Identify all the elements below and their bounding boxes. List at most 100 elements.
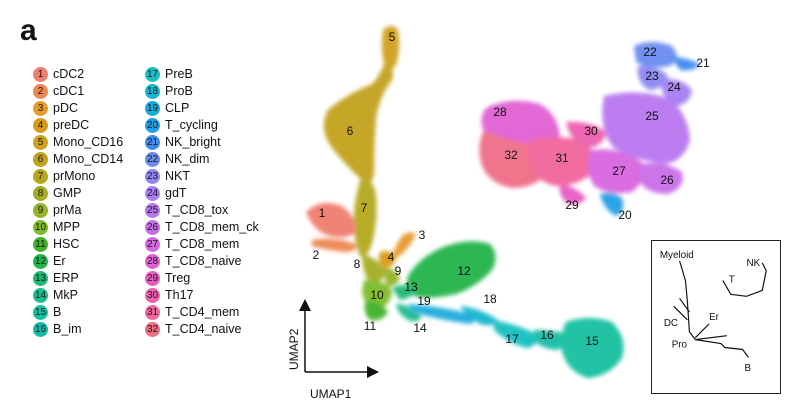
cluster-label-25: 25: [645, 109, 659, 123]
legend-label-8: GMP: [53, 186, 82, 200]
legend-swatch-1: 1: [33, 67, 48, 82]
legend-item-8: 8 GMP: [33, 185, 173, 202]
panel-letter: a: [20, 14, 37, 47]
legend-swatch-24: 24: [145, 186, 160, 201]
legend-label-14: MkP: [53, 288, 78, 302]
legend-item-6: 6 Mono_CD14: [33, 151, 173, 168]
lymphoid-cloud: [479, 42, 700, 216]
legend-label-28: T_CD8_naive: [165, 254, 242, 268]
cluster-blob-30: [566, 121, 606, 148]
legend-item-24: 24 gdT: [145, 185, 285, 202]
legend-item-29: 29 Treg: [145, 270, 285, 287]
legend-swatch-7: 7: [33, 169, 48, 184]
legend-label-19: CLP: [165, 101, 190, 115]
cluster-blob-9: [384, 268, 400, 287]
legend-item-11: 11 HSC: [33, 236, 173, 253]
legend-swatch-5: 5: [33, 135, 48, 150]
cluster-blob-23: [637, 65, 668, 90]
cluster-label-27: 27: [612, 164, 626, 178]
legend-label-17: PreB: [165, 67, 193, 81]
legend-label-11: HSC: [53, 237, 80, 251]
legend-item-15: 15 B: [33, 304, 173, 321]
legend-swatch-3: 3: [33, 101, 48, 116]
cluster-blob-20: [600, 192, 624, 216]
cluster-blob-21: [670, 56, 700, 71]
cluster-blob-14: [396, 304, 422, 322]
legend-label-25: T_CD8_tox: [165, 203, 229, 217]
legend-label-29: Treg: [165, 271, 191, 285]
legend-label-5: Mono_CD16: [53, 135, 124, 149]
lineage-label-nk: NK: [747, 258, 761, 269]
legend-item-17: 17 PreB: [145, 66, 285, 83]
legend-column-1: 1 cDC2 2 cDC1 3 pDC 4 preDC 5 Mono_CD16 6 Mono_CD14…: [33, 66, 173, 338]
cluster-label-24: 24: [667, 80, 681, 94]
lineage-branch-dc: [673, 305, 688, 321]
lineage-label-dc: DC: [664, 318, 678, 329]
cluster-blob-5: [382, 26, 400, 71]
legend-item-22: 22 NK_dim: [145, 151, 285, 168]
legend-label-30: Th17: [165, 288, 194, 302]
cluster-label-22: 22: [643, 45, 657, 59]
cluster-blob-25: [602, 92, 690, 164]
legend-swatch-20: 20: [145, 118, 160, 133]
cluster-blob-31: [528, 137, 597, 186]
legend-label-24: gdT: [165, 186, 187, 200]
cluster-label-17: 17: [505, 332, 519, 346]
legend-label-18: ProB: [165, 84, 193, 98]
legend-label-32: T_CD4_naive: [165, 322, 242, 336]
legend-item-13: 13 ERP: [33, 270, 173, 287]
legend-item-2: 2 cDC1: [33, 83, 173, 100]
cluster-blob-17: [494, 320, 537, 348]
legend-swatch-27: 27: [145, 237, 160, 252]
legend-item-31: 31 T_CD4_mem: [145, 304, 285, 321]
legend-swatch-4: 4: [33, 118, 48, 133]
legend-label-9: prMa: [53, 203, 82, 217]
legend-item-9: 9 prMa: [33, 202, 173, 219]
cluster-label-19: 19: [417, 294, 431, 308]
legend-swatch-32: 32: [145, 322, 160, 337]
cluster-blob-4: [378, 250, 396, 268]
lineage-label-pro: Pro: [672, 340, 688, 351]
cluster-label-15: 15: [585, 334, 599, 348]
legend-item-5: 5 Mono_CD16: [33, 134, 173, 151]
legend-label-20: T_cycling: [165, 118, 218, 132]
legend-swatch-8: 8: [33, 186, 48, 201]
legend-item-7: 7 prMono: [33, 168, 173, 185]
legend-item-12: 12 Er: [33, 253, 173, 270]
legend-item-10: 10 MPP: [33, 219, 173, 236]
cluster-blob-11: [364, 300, 388, 321]
lineage-branch-pro: [695, 335, 727, 341]
legend-swatch-9: 9: [33, 203, 48, 218]
lineage-branch-b: [695, 339, 749, 358]
cluster-blob-1: [306, 203, 356, 238]
cluster-label-18: 18: [483, 292, 497, 306]
cluster-blob-22: [634, 42, 677, 68]
legend-item-30: 30 Th17: [145, 287, 285, 304]
legend-swatch-11: 11: [33, 237, 48, 252]
lineage-branch-dc-2: [679, 297, 690, 313]
legend-label-4: preDC: [53, 118, 90, 132]
legend-swatch-10: 10: [33, 220, 48, 235]
legend-label-10: MPP: [53, 220, 81, 234]
cluster-blob-3: [392, 232, 416, 258]
legend-item-4: 4 preDC: [33, 117, 173, 134]
legend-swatch-21: 21: [145, 135, 160, 150]
cluster-label-6: 6: [347, 124, 354, 138]
legend-swatch-18: 18: [145, 84, 160, 99]
legend-item-23: 23 NKT: [145, 168, 285, 185]
cluster-label-32: 32: [504, 148, 518, 162]
legend-swatch-13: 13: [33, 271, 48, 286]
cluster-blob-28: [481, 100, 560, 148]
legend-label-21: NK_bright: [165, 135, 221, 149]
cluster-label-3: 3: [419, 228, 426, 242]
legend-swatch-14: 14: [33, 288, 48, 303]
cluster-label-26: 26: [660, 173, 674, 187]
umap1-axis-label: UMAP1: [310, 387, 352, 401]
legend-item-21: 21 NK_bright: [145, 134, 285, 151]
legend-item-14: 14 MkP: [33, 287, 173, 304]
legend-column-2: 17 PreB 18 ProB 19 CLP 20 T_cycling 21 NK_bright 2…: [145, 66, 285, 338]
legend-item-19: 19 CLP: [145, 100, 285, 117]
lineage-branch-nk-t: [722, 262, 767, 297]
legend-item-26: 26 T_CD8_mem_ck: [145, 219, 285, 236]
cluster-blob-24: [660, 79, 692, 106]
